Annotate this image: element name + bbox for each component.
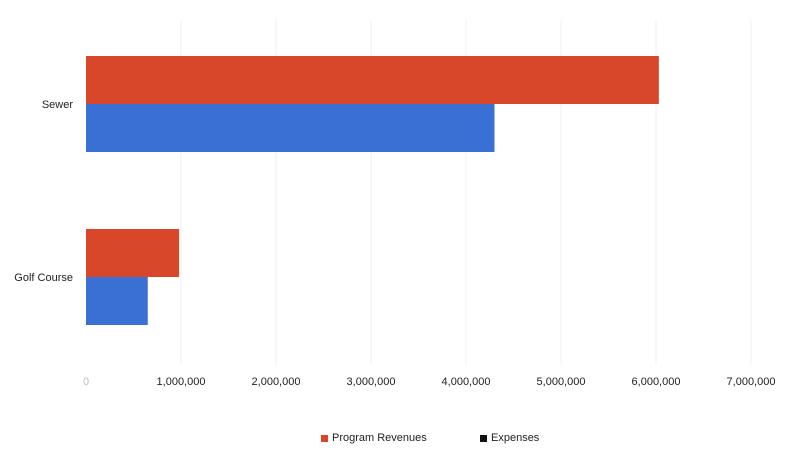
x-tick-label: 5,000,000 [537,376,586,388]
x-tick-label: 3,000,000 [347,376,396,388]
bar-golf-course-expenses [86,277,148,325]
legend-swatch-program-revenues [321,434,328,442]
x-tick-label: 6,000,000 [632,376,681,388]
bar-golf-course-program-revenues [86,229,180,277]
x-tick-label: 1,000,000 [157,376,206,388]
legend-label-program-revenues: Program Revenues [332,432,427,444]
category-label-sewer: Sewer [42,99,74,111]
legend-label-expenses: Expenses [491,432,540,444]
legend-item-expenses: Expenses [480,432,539,444]
x-tick-label: 2,000,000 [252,376,301,388]
x-tick-label: 0 [83,376,89,388]
bars [86,56,659,325]
legend: Program Revenues Expenses [0,432,791,450]
x-tick-label: 7,000,000 [727,376,776,388]
bar-sewer-expenses [86,104,495,152]
legend-item-program-revenues: Program Revenues [321,432,427,444]
bar-sewer-program-revenues [86,56,659,104]
x-axis-tick-labels: 0 1,000,000 2,000,000 3,000,000 4,000,000 5,0… [83,376,776,388]
category-labels: Sewer Golf Course [14,99,73,284]
legend-swatch-expenses [480,434,487,442]
x-tick-label: 4,000,000 [442,376,491,388]
category-label-golf-course: Golf Course [14,272,73,284]
